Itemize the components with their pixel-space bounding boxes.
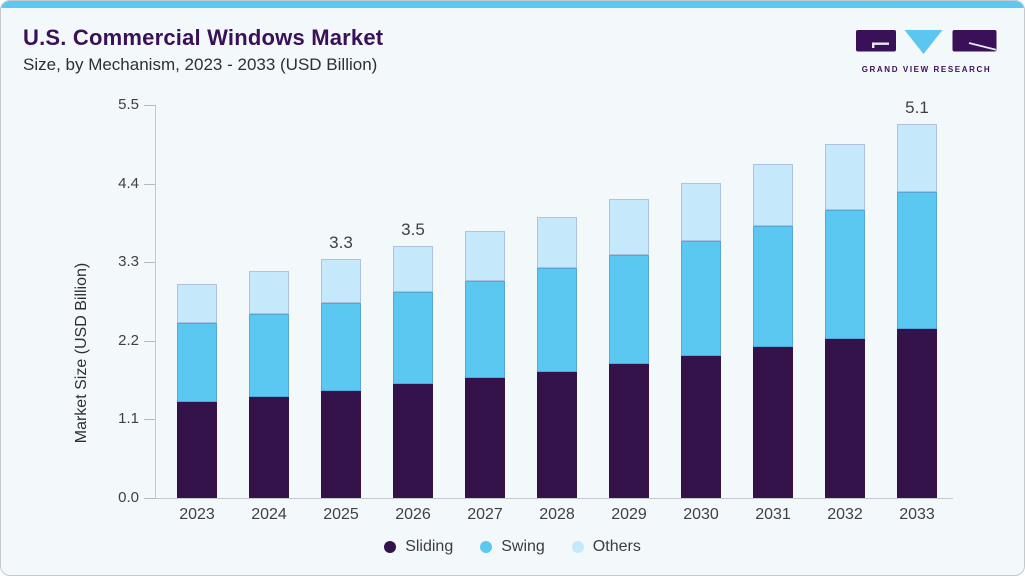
x-tick-label-2031: 2031	[755, 506, 791, 523]
y-tick-label: 0.0	[118, 489, 139, 506]
grand-view-research-logo: GRAND VIEW RESEARCH	[856, 30, 997, 74]
bar-2023-sliding-segment	[177, 402, 217, 498]
y-axis-line	[155, 105, 156, 499]
y-tick-label: 2.2	[118, 331, 139, 349]
bar-2032	[825, 144, 865, 498]
legend-label: Sliding	[405, 538, 454, 555]
x-tick-label-2024: 2024	[251, 506, 287, 523]
legend-label: Swing	[501, 538, 545, 555]
bar-2028-others-segment	[537, 217, 577, 268]
x-tick-label-2032: 2032	[827, 506, 863, 523]
x-axis-line	[155, 498, 953, 499]
bar-2031-others-segment	[753, 164, 793, 226]
bar-2025	[321, 259, 361, 498]
y-tick	[144, 498, 155, 499]
y-tick	[144, 105, 155, 106]
y-tick	[144, 340, 155, 342]
bar-2029-swing-segment	[609, 255, 649, 364]
logo-r-block	[952, 30, 997, 52]
x-tick-label-2026: 2026	[395, 506, 431, 523]
bar-2024-others-segment	[249, 271, 289, 314]
bar-2024-sliding-segment	[249, 397, 289, 498]
bar-2025-swing-segment	[321, 303, 361, 391]
legend-item-sliding: Sliding	[384, 538, 453, 556]
bar-2033-others-segment	[897, 124, 937, 192]
y-tick	[144, 419, 155, 421]
logo-v-triangle	[904, 30, 943, 54]
bar-2029-sliding-segment	[609, 364, 649, 498]
x-tick-label-2029: 2029	[611, 506, 647, 523]
logo-g-notch-stub	[872, 42, 875, 48]
page-title: U.S. Commercial Windows Market	[23, 25, 384, 50]
bar-2026	[393, 246, 433, 498]
bar-value-label-2025: 3.3	[329, 233, 353, 252]
bar-2029	[609, 199, 649, 498]
bar-2032-others-segment	[825, 144, 865, 210]
bar-2027-others-segment	[465, 231, 505, 281]
bar-2023-others-segment	[177, 284, 217, 323]
logo-r-leg	[968, 42, 997, 51]
bar-2031-sliding-segment	[753, 347, 793, 498]
bar-2026-swing-segment	[393, 292, 433, 384]
legend-label: Others	[592, 538, 641, 555]
legend-item-swing: Swing	[480, 538, 545, 556]
bar-2030	[681, 183, 721, 498]
bar-2026-sliding-segment	[393, 384, 433, 498]
bar-2026-others-segment	[393, 246, 433, 292]
bar-2027	[465, 231, 505, 498]
bar-2033-swing-segment	[897, 192, 937, 329]
x-tick-label-2033: 2033	[899, 506, 935, 523]
bar-2032-swing-segment	[825, 210, 865, 339]
bar-2030-sliding-segment	[681, 356, 721, 498]
bar-2028-swing-segment	[537, 268, 577, 372]
bar-2030-others-segment	[681, 183, 721, 241]
x-tick-label-2028: 2028	[539, 506, 575, 523]
y-tick-label: 5.5	[118, 96, 139, 113]
y-tick-label: 4.4	[118, 174, 139, 192]
logo-g-block	[856, 30, 896, 52]
bar-2027-sliding-segment	[465, 378, 505, 498]
bar-2024-swing-segment	[249, 314, 289, 397]
bar-2033-sliding-segment	[897, 329, 937, 498]
bar-value-label-2033: 5.1	[905, 98, 929, 117]
bar-value-label-2026: 3.5	[401, 220, 425, 239]
bar-2025-others-segment	[321, 259, 361, 303]
bar-2027-swing-segment	[465, 281, 505, 378]
legend-item-others: Others	[571, 538, 641, 556]
bar-2033	[897, 124, 937, 498]
logo-g-notch	[872, 42, 889, 45]
x-tick-label-2030: 2030	[683, 506, 719, 523]
bar-2028-sliding-segment	[537, 372, 577, 498]
legend-dot-icon	[480, 541, 493, 553]
logo-brand-text: GRAND VIEW RESEARCH	[861, 65, 992, 74]
legend-dot-icon	[571, 541, 584, 553]
bar-2032-sliding-segment	[825, 339, 865, 498]
bar-2028	[537, 217, 577, 498]
page-subtitle: Size, by Mechanism, 2023 - 2033 (USD Bil…	[23, 55, 378, 74]
x-tick-label-2023: 2023	[179, 506, 215, 523]
legend: Sliding Swing Others	[1, 538, 1024, 556]
y-tick-label: 3.3	[118, 253, 139, 271]
x-tick-label-2027: 2027	[467, 506, 503, 523]
bar-2023	[177, 284, 217, 498]
bar-2023-swing-segment	[177, 323, 217, 402]
bar-2030-swing-segment	[681, 241, 721, 356]
y-tick	[144, 183, 155, 185]
gvr-logo-icon	[856, 30, 997, 54]
y-tick	[144, 262, 155, 264]
x-tick-label-2025: 2025	[323, 506, 359, 523]
bar-2031-swing-segment	[753, 226, 793, 347]
legend-dot-icon	[384, 541, 397, 553]
bar-2024	[249, 271, 289, 498]
bar-2025-sliding-segment	[321, 391, 361, 498]
bar-2029-others-segment	[609, 199, 649, 255]
y-tick-label: 1.1	[118, 410, 139, 428]
y-axis-title: Market Size (USD Billion)	[73, 262, 90, 444]
bar-2031	[753, 164, 793, 498]
card-accent-strip	[1, 1, 1024, 8]
